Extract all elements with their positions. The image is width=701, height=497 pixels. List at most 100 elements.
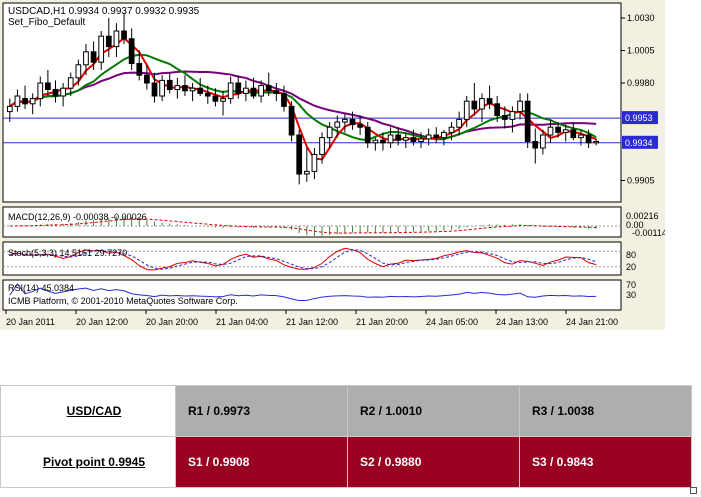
candle [6,98,13,122]
candle-body [441,131,447,139]
candle-body [243,87,249,94]
rsi-panel-frame [2,279,622,311]
candle [220,90,226,116]
pivot-table: USD/CAD R1 / 0.9973 R2 / 1.0010 R3 / 1.0… [0,385,692,488]
candle-body [174,85,181,90]
candle-body [29,98,36,105]
candle-body [509,111,516,120]
pivot-cell: Pivot point 0.9945 [0,436,176,488]
candle-body [151,82,158,97]
candle [52,80,59,103]
candle-body [372,139,379,144]
candle [547,119,554,143]
stoch-panel-frame [2,241,622,276]
candle-body [250,87,257,97]
candle [410,129,417,146]
price-tag-label: 0.9934 [625,138,653,148]
candle [395,127,402,146]
price-tag-bg [622,111,658,125]
candle-body [532,141,539,149]
candle [45,70,51,96]
candle-body [281,92,287,107]
candle [562,124,569,142]
candle-body [296,134,303,175]
candle [349,111,356,130]
candle [364,122,371,148]
candle [204,85,211,104]
candle [380,132,386,151]
x-tick-label: 20 Jan 20:00 [146,317,198,327]
candle-body [479,98,485,110]
candle-body [227,82,234,100]
candle-body [311,154,318,172]
candle-body [585,134,592,144]
candle-body [121,30,127,40]
candle-body [471,100,478,110]
candle-body [105,35,112,48]
x-tick-label: 24 Jan 13:00 [496,317,548,327]
rsi-line [9,283,597,302]
candle-body [144,74,150,84]
ma-slow-line [9,70,597,141]
resistance-row: USD/CAD R1 / 0.9973 R2 / 1.0010 R3 / 1.0… [0,385,692,437]
rsi-tick-70: 70 [626,280,636,290]
candle [570,122,577,141]
price-chart: 1.0030 1.0005 0.9980 0.9905 0.9953 0.9934 20 J… [0,0,665,330]
x-tick-label: 20 Jan 12:00 [76,317,128,327]
candle [296,129,303,185]
candle [372,137,379,151]
candle-body [212,95,219,102]
candle [197,77,204,96]
candle-body [463,100,470,120]
stoch-d-line [9,249,597,270]
macd-label: MACD(12,26,9) -0.00038 -0.00026 [8,212,147,222]
candle [265,72,272,96]
s2-cell: S2 / 0.9880 [347,436,520,488]
candle [29,93,36,115]
candle [509,106,516,133]
stoch-k-line [9,247,597,271]
ma-mid-line [9,53,597,142]
candle [456,111,462,135]
candle-body [425,134,432,140]
stoch-label: Stoch(5,3,3) 14.5161 29.7270 [8,248,127,258]
candle [83,44,89,76]
candle-body [258,85,264,97]
candle [60,83,66,107]
candle-body [555,126,561,133]
symbol-header: USDCAD,H1 0.9934 0.9937 0.9932 0.9935 [8,6,200,17]
candle [494,96,501,122]
x-tick-label: 21 Jan 12:00 [286,317,338,327]
candle-body [562,129,569,133]
candle-body [60,87,66,97]
candle-body [136,63,143,76]
candle [578,129,584,146]
candle [14,89,21,112]
candle-body [501,115,508,120]
candle [448,122,455,141]
pivot-table-wrap: USD/CAD R1 / 0.9973 R2 / 1.0010 R3 / 1.0… [0,385,692,488]
x-tick-label: 21 Jan 20:00 [356,317,408,327]
candle-body [22,98,28,105]
candle-body [303,170,310,175]
candle-body [448,126,455,133]
candle-body [83,51,89,66]
candle-body [342,118,348,123]
s1-cell: S1 / 0.9908 [175,436,348,488]
x-tick-label: 24 Jan 05:00 [426,317,478,327]
candle-body [494,103,501,117]
candle [303,148,310,182]
candle [182,75,188,96]
candle [486,85,493,109]
candle [593,138,600,146]
candle [342,114,348,133]
y-tick-label: 1.0030 [627,13,655,23]
candle [189,83,196,102]
candle [90,41,97,70]
candle [532,128,539,164]
candle-body [6,105,13,113]
candle [418,132,424,148]
candle-body [334,121,341,128]
candle-body [395,134,402,141]
indicator-label: Set_Fibo_Default [8,17,85,28]
